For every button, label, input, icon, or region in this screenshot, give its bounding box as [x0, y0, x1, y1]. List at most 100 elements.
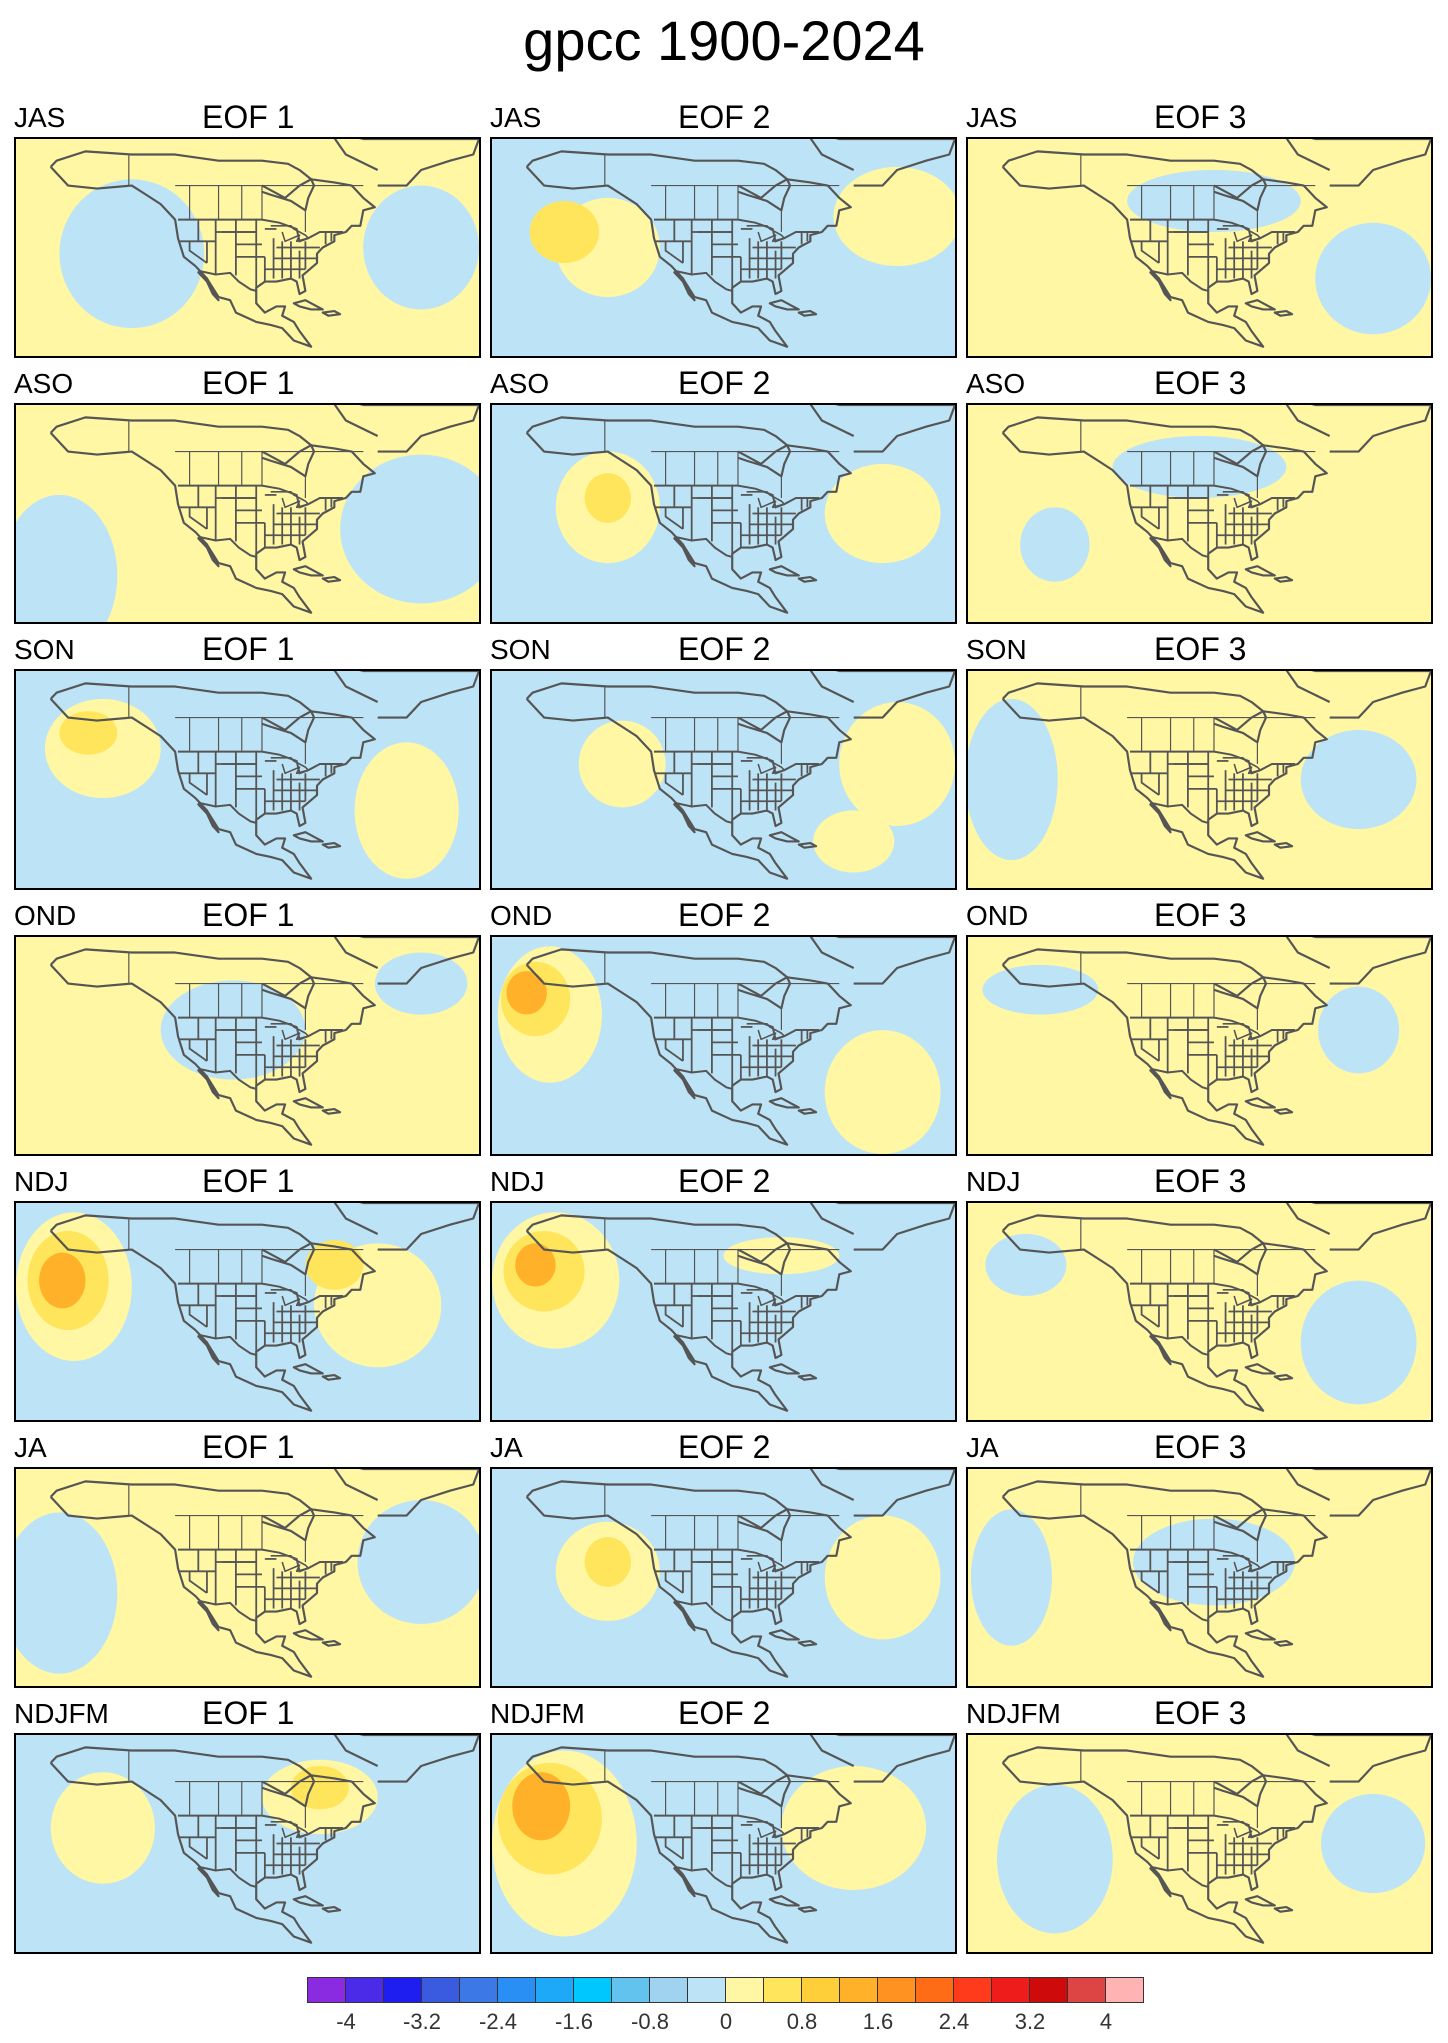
anomaly-contour — [16, 494, 118, 622]
anomaly-contour — [1020, 507, 1090, 582]
colorbar — [307, 1977, 1144, 2003]
eof-map-panel — [14, 1467, 481, 1688]
eof-label: EOF 1 — [202, 1163, 295, 1199]
anomaly-contour — [584, 473, 631, 523]
colorbar-swatch — [573, 1977, 612, 2003]
anomaly-contour — [363, 185, 479, 310]
eof-map-panel — [490, 1467, 957, 1688]
anomaly-contour — [1300, 729, 1417, 830]
season-label: JAS — [490, 102, 542, 133]
eof-map — [16, 405, 479, 622]
eof-label: EOF 3 — [1154, 1429, 1247, 1465]
colorbar-swatch — [1029, 1977, 1068, 2003]
season-label: NDJ — [966, 1166, 1021, 1197]
colorbar-swatch — [725, 1977, 764, 2003]
colorbar-swatch — [991, 1977, 1030, 2003]
page-title: gpcc 1900-2024 — [523, 9, 925, 72]
anomaly-contour — [824, 1515, 941, 1640]
political-boundaries — [128, 154, 364, 292]
colorbar-swatch — [307, 1977, 346, 2003]
eof-label: EOF 1 — [202, 1429, 295, 1465]
colorbar-swatch — [535, 1977, 574, 2003]
colorbar-tick-label: -0.8 — [631, 2009, 669, 2034]
political-boundaries — [604, 420, 840, 558]
eof-map-panel — [966, 1467, 1433, 1688]
eof-label: EOF 3 — [1154, 1695, 1247, 1731]
anomaly-contour — [1321, 1793, 1426, 1894]
anomaly-contour — [982, 964, 1099, 1015]
colorbar-tick-label: 2.4 — [938, 2009, 970, 2034]
season-label: NDJFM — [966, 1698, 1061, 1729]
season-label: SON — [490, 634, 551, 665]
political-boundaries — [1080, 1218, 1316, 1356]
eof-map — [492, 1469, 955, 1686]
anomaly-contour — [357, 1500, 479, 1624]
season-label: NDJFM — [490, 1698, 585, 1729]
eof-label: EOF 2 — [678, 631, 771, 667]
season-label: ASO — [14, 368, 74, 399]
season-label: NDJFM — [14, 1698, 109, 1729]
anomaly-contour — [968, 698, 1058, 861]
eof-map — [968, 671, 1431, 888]
eof-map — [968, 1203, 1431, 1420]
political-boundaries — [1080, 1750, 1316, 1888]
colorbar-swatch — [1067, 1977, 1106, 2003]
political-boundaries — [128, 1750, 364, 1888]
eof-map-panel — [490, 137, 957, 358]
season-label: SON — [14, 634, 75, 665]
eof-map-panel — [14, 669, 481, 890]
anomaly-contour — [290, 1766, 349, 1810]
season-label: JAS — [966, 102, 1018, 133]
eof-map-panel — [966, 1201, 1433, 1422]
anomaly-contour — [529, 200, 600, 264]
eof-map-panel — [490, 669, 957, 890]
eof-map-panel — [14, 403, 481, 624]
political-boundaries — [604, 154, 840, 292]
anomaly-contour — [1132, 1518, 1295, 1606]
political-boundaries — [128, 952, 364, 1090]
eof-map — [492, 1735, 955, 1952]
colorbar-labels: -4 -3.2 -2.4 -1.6 -0.8 0 0.8 1.6 2.4 3.2 4 — [308, 2009, 1144, 2035]
season-label: JA — [490, 1432, 523, 1463]
political-boundaries — [1080, 154, 1316, 292]
political-boundaries — [1080, 420, 1316, 558]
season-label: ASO — [490, 368, 550, 399]
political-boundaries — [1080, 686, 1316, 824]
anomaly-contour — [824, 463, 941, 564]
eof-label: EOF 3 — [1154, 897, 1247, 933]
colorbar-swatch — [1105, 1977, 1144, 2003]
eof-map-panel — [14, 137, 481, 358]
anomaly-contour — [996, 1784, 1113, 1934]
season-label: OND — [14, 900, 77, 931]
anomaly-contour — [813, 810, 895, 873]
eof-map-panel — [14, 1201, 481, 1422]
eof-map — [492, 937, 955, 1154]
anomaly-contour — [39, 1252, 86, 1309]
season-label: NDJ — [14, 1166, 69, 1197]
colorbar-swatch — [649, 1977, 688, 2003]
colorbar-tick-label: -4 — [336, 2009, 356, 2034]
season-label: ASO — [966, 368, 1026, 399]
eof-map — [16, 937, 479, 1154]
eof-map — [16, 671, 479, 888]
eof-label: EOF 1 — [202, 631, 295, 667]
anomaly-contour — [374, 952, 468, 1015]
eof-map — [968, 139, 1431, 356]
eof-label: EOF 2 — [678, 1429, 771, 1465]
season-label: SON — [966, 634, 1027, 665]
eof-map — [492, 405, 955, 622]
eof-label: EOF 3 — [1154, 631, 1247, 667]
colorbar-swatch — [915, 1977, 954, 2003]
season-label: OND — [966, 900, 1029, 931]
eof-map — [968, 1469, 1431, 1686]
anomaly-contour — [1315, 222, 1431, 335]
political-boundaries — [128, 420, 364, 558]
colorbar-tick-label: 3.2 — [1014, 2009, 1046, 2034]
colorbar-swatch — [687, 1977, 726, 2003]
political-boundaries — [128, 686, 364, 824]
anomaly-contour — [584, 1537, 631, 1587]
colorbar-swatch — [763, 1977, 802, 2003]
eof-map-panel — [966, 1733, 1433, 1954]
anomaly-contour — [985, 1233, 1067, 1296]
season-label: JA — [14, 1432, 47, 1463]
